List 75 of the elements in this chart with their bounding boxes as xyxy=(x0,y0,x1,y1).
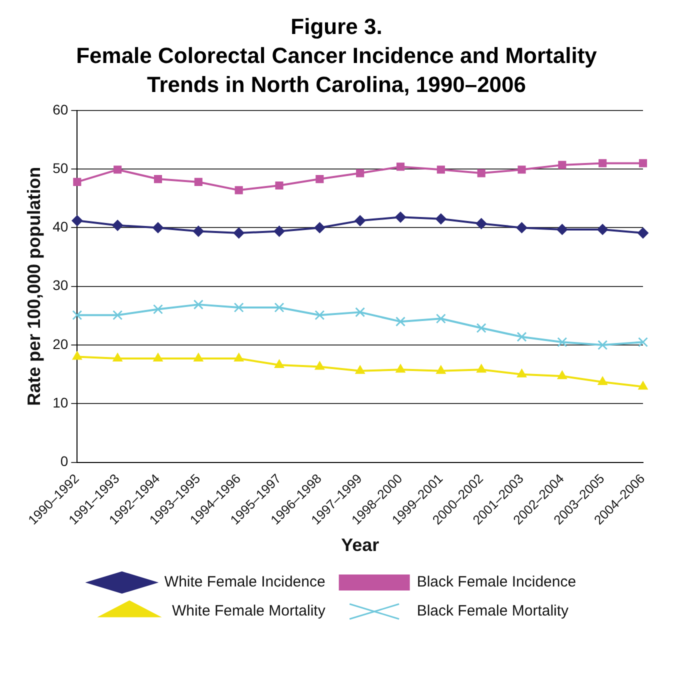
point xyxy=(598,340,608,350)
point xyxy=(72,310,82,320)
point xyxy=(194,353,204,362)
point xyxy=(314,222,326,234)
point xyxy=(516,369,527,378)
legend-label: Black Female Mortality xyxy=(416,602,570,620)
point xyxy=(314,310,325,320)
point xyxy=(274,360,284,368)
point xyxy=(477,169,486,178)
point xyxy=(233,228,244,239)
point xyxy=(193,300,204,310)
point xyxy=(436,366,446,374)
y-tick-label: 10 xyxy=(52,394,68,411)
point xyxy=(192,226,204,237)
point xyxy=(72,215,83,226)
y-axis-title: Rate per 100,000 population xyxy=(24,167,44,406)
point xyxy=(396,364,406,373)
point xyxy=(638,159,648,168)
point xyxy=(598,376,608,386)
point xyxy=(314,361,324,370)
point xyxy=(274,226,285,237)
point xyxy=(396,316,406,327)
point xyxy=(558,161,566,170)
y-tick-label: 30 xyxy=(52,277,68,294)
point xyxy=(476,323,486,334)
point xyxy=(354,215,366,226)
point xyxy=(557,370,567,380)
legend-label: White Female Mortality xyxy=(172,602,326,620)
point xyxy=(234,186,243,194)
y-tick-label: 40 xyxy=(52,218,68,235)
point xyxy=(112,220,124,232)
point xyxy=(355,366,365,374)
point xyxy=(638,337,648,348)
point xyxy=(73,178,82,186)
point xyxy=(356,169,364,178)
point xyxy=(556,224,568,236)
point xyxy=(597,224,608,236)
point xyxy=(112,353,122,362)
point xyxy=(436,314,446,324)
point xyxy=(194,178,202,186)
point xyxy=(436,166,445,174)
point xyxy=(516,222,528,234)
point xyxy=(153,353,163,362)
y-tick-label: 50 xyxy=(52,160,68,176)
point xyxy=(72,351,82,360)
point xyxy=(154,175,162,184)
point xyxy=(114,166,122,174)
point xyxy=(476,364,486,373)
point xyxy=(435,214,446,225)
point xyxy=(153,304,163,314)
point xyxy=(638,228,648,239)
point xyxy=(274,302,284,313)
point xyxy=(598,159,607,168)
chart-subtitle: Female Colorectal Cancer Incidence and Mortality Trends in North Carolina, 1990–2006 xyxy=(75,42,598,99)
legend-label: Black Female Incidence xyxy=(416,574,576,591)
point xyxy=(396,162,405,171)
y-tick-label: 20 xyxy=(52,336,68,352)
point xyxy=(316,175,324,184)
point xyxy=(516,332,527,342)
point xyxy=(234,353,244,362)
legend-label: White Female Incidence xyxy=(164,574,326,591)
point xyxy=(518,166,526,174)
y-tick-label: 60 xyxy=(52,101,68,118)
point xyxy=(557,337,568,348)
x-axis-title: Year xyxy=(341,535,380,556)
point xyxy=(112,310,123,320)
point xyxy=(152,222,164,234)
point xyxy=(395,212,406,223)
y-tick-label: 0 xyxy=(60,453,68,470)
point xyxy=(275,182,284,190)
chart-title: Figure 3. xyxy=(290,14,384,40)
point xyxy=(638,381,648,390)
point xyxy=(476,218,487,230)
point xyxy=(234,302,244,313)
point xyxy=(355,307,366,318)
